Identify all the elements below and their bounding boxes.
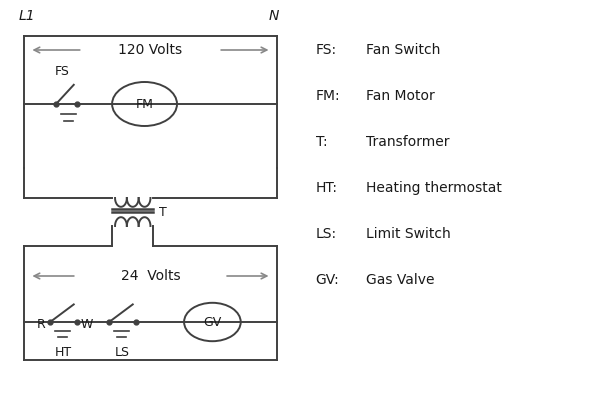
Text: Limit Switch: Limit Switch <box>366 227 451 241</box>
Text: Fan Motor: Fan Motor <box>366 89 435 103</box>
Text: N: N <box>268 9 279 23</box>
Text: HT: HT <box>55 346 72 359</box>
Text: Transformer: Transformer <box>366 135 450 149</box>
Text: T: T <box>159 206 167 218</box>
Text: GV:: GV: <box>316 273 339 287</box>
Text: 24  Volts: 24 Volts <box>120 269 181 283</box>
Text: 120 Volts: 120 Volts <box>119 43 182 57</box>
Text: LS: LS <box>115 346 130 359</box>
Text: FM:: FM: <box>316 89 340 103</box>
Text: R: R <box>37 318 45 330</box>
Text: FS:: FS: <box>316 43 337 57</box>
Text: Heating thermostat: Heating thermostat <box>366 181 502 195</box>
Text: LS:: LS: <box>316 227 337 241</box>
Text: Gas Valve: Gas Valve <box>366 273 434 287</box>
Text: FM: FM <box>136 98 153 110</box>
Text: HT:: HT: <box>316 181 337 195</box>
Text: Fan Switch: Fan Switch <box>366 43 440 57</box>
Text: W: W <box>81 318 93 330</box>
Text: L1: L1 <box>19 9 35 23</box>
Text: T:: T: <box>316 135 327 149</box>
Text: FS: FS <box>55 65 70 78</box>
Text: GV: GV <box>204 316 221 328</box>
